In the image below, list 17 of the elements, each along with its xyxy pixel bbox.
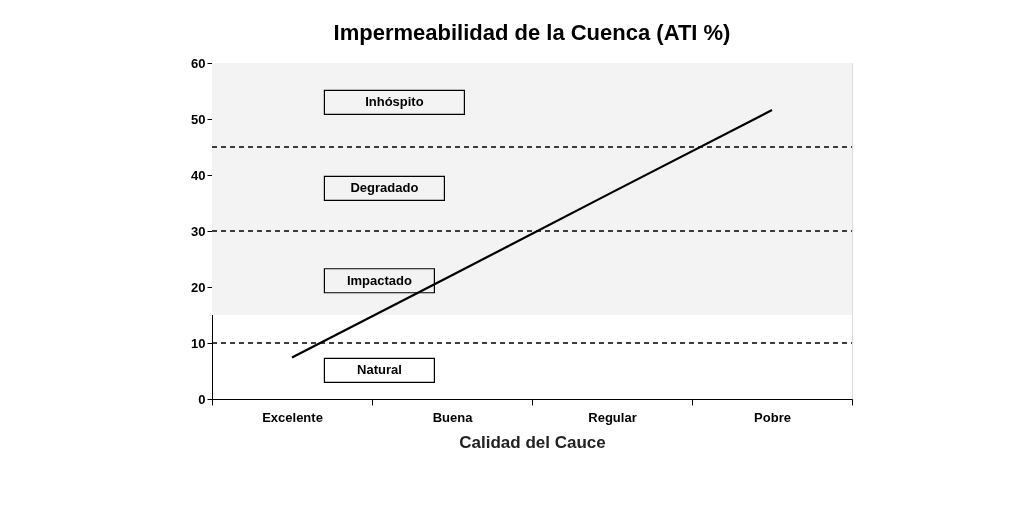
- annotation: Natural: [357, 362, 402, 378]
- x-tick-label: Pobre: [754, 409, 791, 425]
- chart-title: Impermeabilidad de la Cuenca (ATI %): [333, 20, 731, 45]
- y-tick-label: 10: [191, 335, 206, 351]
- y-tick-label: 20: [191, 279, 206, 295]
- x-tick-label: Excelente: [262, 409, 323, 425]
- y-tick-label: 30: [191, 223, 206, 239]
- x-tick-label: Buena: [432, 409, 474, 425]
- y-tick-label: 60: [191, 55, 206, 71]
- x-tick-label: Regular: [588, 409, 637, 425]
- y-tick-label: 40: [191, 167, 206, 183]
- y-tick-label: 0: [198, 391, 206, 407]
- annotation: Inhóspito: [365, 94, 424, 110]
- annotation: Impactado: [346, 272, 412, 288]
- annotation: Degradado: [350, 180, 419, 196]
- y-tick-label: 50: [191, 111, 206, 127]
- x-axis-title: Calidad del Cauce: [459, 432, 606, 452]
